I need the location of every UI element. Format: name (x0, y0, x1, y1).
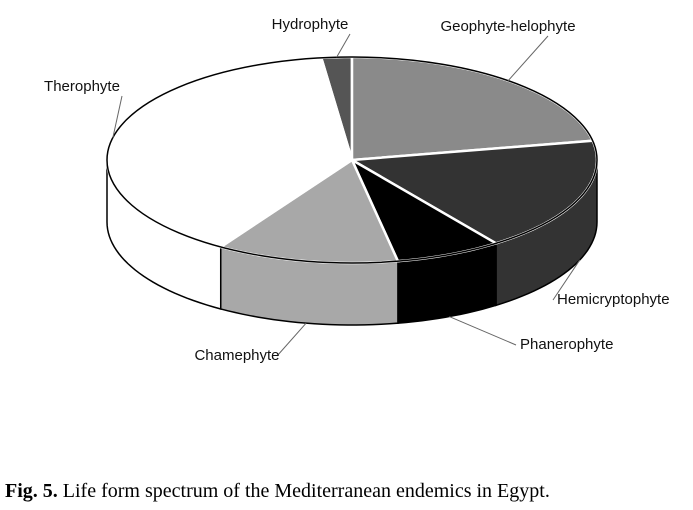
leader-line (552, 259, 581, 301)
caption-label: Fig. 5. (5, 480, 58, 502)
caption-text: Life form spectrum of the Mediterranean … (63, 480, 550, 502)
slice-label: Hemicryptophyte (557, 291, 670, 308)
leader-line (336, 33, 351, 58)
slice-label: Phanerophyte (520, 336, 613, 353)
leader-line (112, 95, 123, 138)
pie-outline (106, 56, 598, 264)
leader-line (507, 35, 549, 81)
slice-label: Geophyte-helophyte (440, 18, 575, 35)
caption: Fig. 5. Life form spectrum of the Medite… (5, 480, 550, 502)
leader-line (449, 316, 517, 346)
slice-label: Hydrophyte (272, 16, 349, 33)
leader-line (276, 322, 307, 357)
slice-label: Chamephyte (194, 347, 279, 364)
slice-label: Therophyte (44, 78, 120, 95)
